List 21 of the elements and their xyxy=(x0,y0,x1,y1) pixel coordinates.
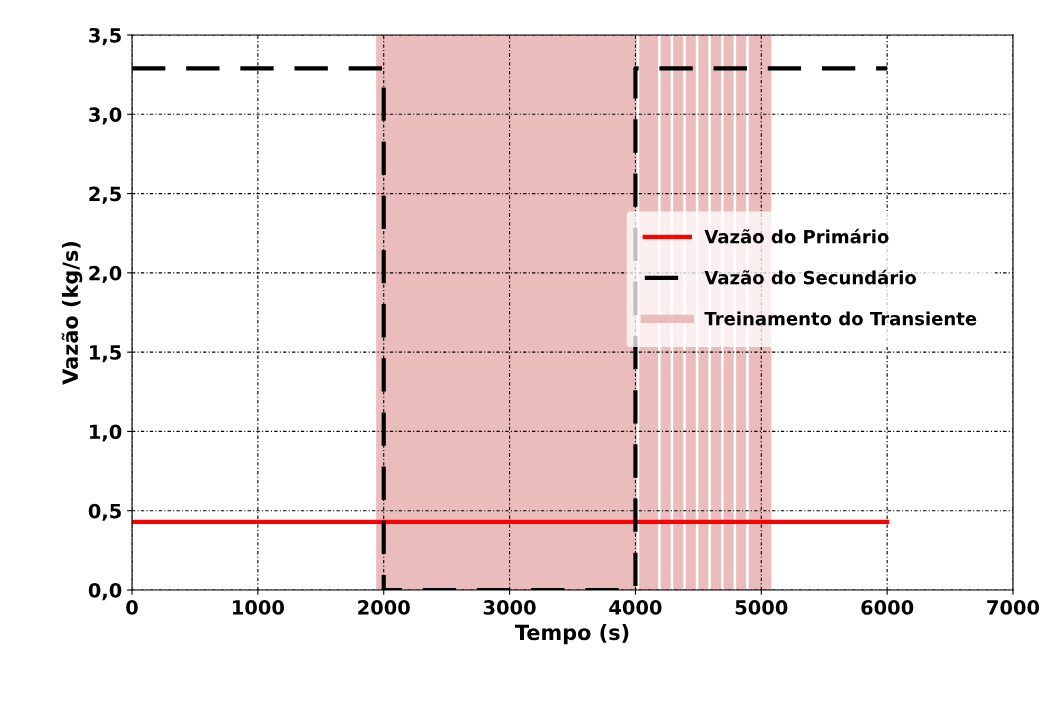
y-tick-label: 3,0 xyxy=(89,107,122,125)
x-tick-label: 5000 xyxy=(735,600,788,615)
legend-label: Vazão do Secundário xyxy=(704,269,917,285)
x-tick-label: 1000 xyxy=(232,600,284,615)
y-tick-label: 2,0 xyxy=(89,265,122,284)
x-tick-label: 0 xyxy=(126,600,138,615)
y-tick-label: 3,5 xyxy=(89,27,121,46)
y-tick-label: 0,0 xyxy=(88,582,122,601)
x-tick-label: 6000 xyxy=(861,600,914,615)
x-axis-title: Tempo (s) xyxy=(515,624,629,645)
y-tick-label: 1,0 xyxy=(90,424,122,442)
band-label: Treinamento do Transiente xyxy=(704,311,977,326)
legend-label: Vazão do Primário xyxy=(704,228,889,244)
y-tick-label: 1,5 xyxy=(90,345,121,363)
x-tick-label: 7000 xyxy=(987,600,1040,615)
y-tick-label: 0,5 xyxy=(88,503,121,521)
y-axis-title: Vazão (kg/s) xyxy=(61,241,83,385)
x-tick-label: 3000 xyxy=(483,600,536,615)
x-tick-label: 4000 xyxy=(609,600,662,615)
y-tick-label: 2,5 xyxy=(89,186,121,204)
x-tick-label: 2000 xyxy=(358,600,410,615)
